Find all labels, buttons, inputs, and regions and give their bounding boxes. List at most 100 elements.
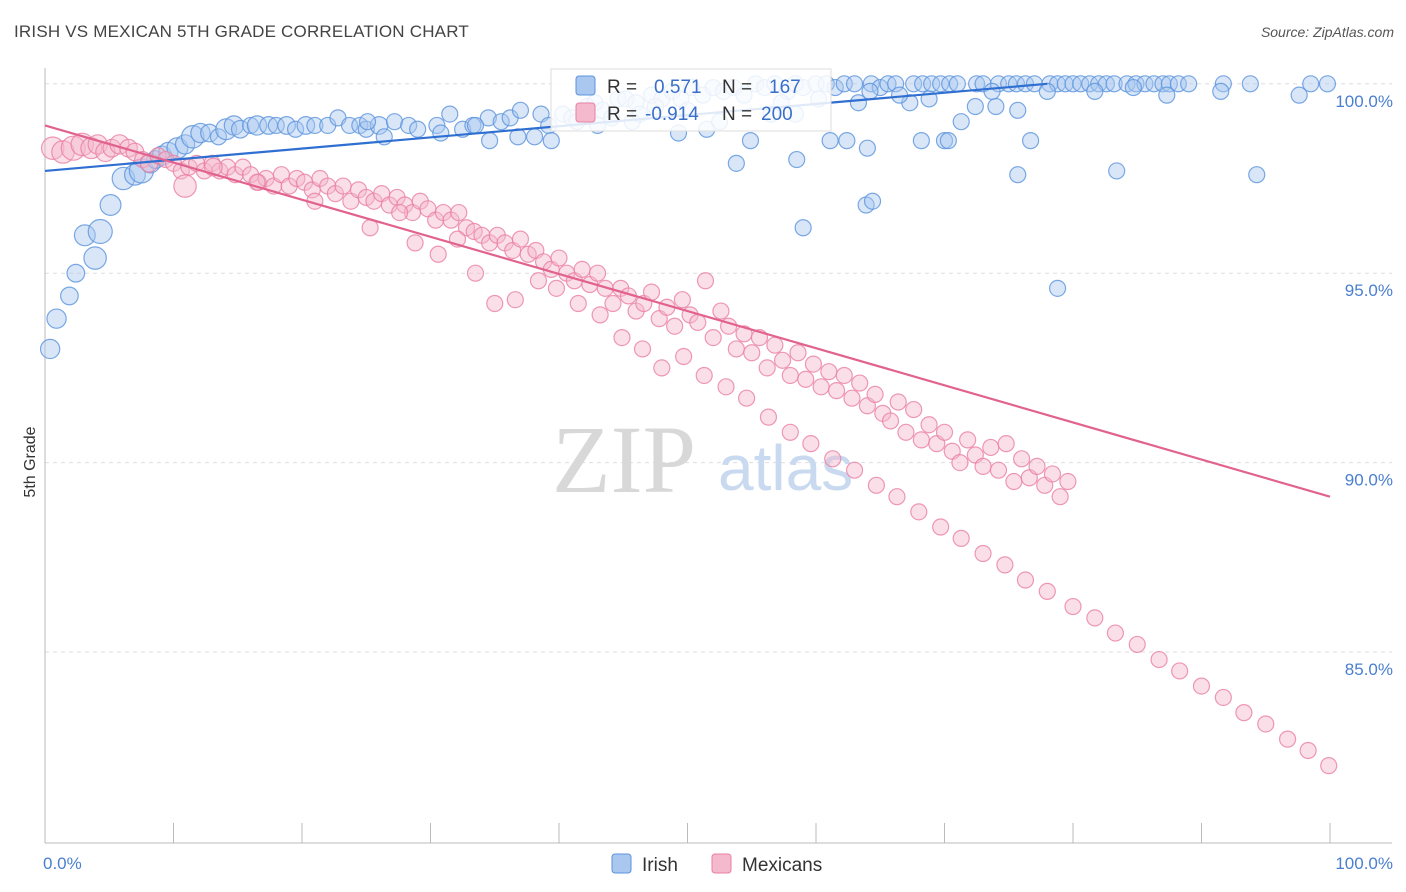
mexicans-point — [712, 302, 730, 320]
irish-point — [1072, 75, 1090, 93]
irish-point — [87, 218, 113, 245]
irish-point — [968, 75, 986, 93]
irish-point — [1016, 75, 1035, 93]
mexicans-point — [935, 423, 954, 441]
mexicans-point — [1171, 662, 1189, 680]
mexicans-point — [604, 294, 622, 313]
irish-point — [952, 113, 970, 131]
irish-point — [286, 120, 305, 138]
y-axis-title: 5th Grade — [22, 426, 39, 497]
legend-mexicans-label: Mexicans — [742, 855, 822, 876]
chart-source: Source: ZipAtlas.com — [1260, 24, 1394, 40]
mexicans-point — [1059, 472, 1077, 491]
mexicans-point — [1278, 730, 1297, 748]
irish-point — [479, 109, 497, 127]
irish-point — [1108, 162, 1126, 180]
irish-point — [400, 116, 418, 135]
irish-point — [1212, 82, 1230, 100]
legend-box — [550, 68, 832, 132]
mexicans-point — [60, 135, 86, 161]
mexicans-point — [881, 412, 900, 430]
irish-point — [821, 132, 839, 150]
irish-point — [542, 132, 560, 150]
mexicans-point — [550, 249, 568, 267]
legend-irish-marker — [611, 853, 632, 874]
mexicans-point — [952, 529, 970, 547]
irish-point — [1318, 75, 1337, 93]
mexicans-point — [1320, 757, 1338, 775]
mexicans-trendline — [44, 124, 1331, 498]
irish-point — [1009, 166, 1027, 184]
mexicans-point — [845, 461, 864, 479]
legend-irish-label: Irish — [642, 855, 678, 876]
x-tick-labels: 0.0% 100.0% — [43, 854, 1393, 873]
irish-point — [863, 192, 882, 210]
irish-point — [296, 116, 316, 135]
irish-point — [1290, 86, 1308, 104]
mexicans-point — [1299, 741, 1317, 760]
mexicans-point — [1106, 624, 1125, 642]
legend-mexican-r-value: -0.914 — [645, 104, 699, 125]
mexicans-point — [867, 476, 885, 494]
irish-point — [1241, 75, 1259, 93]
mexicans-point — [547, 279, 566, 297]
mexicans-point — [529, 272, 548, 290]
mexicans-point — [673, 291, 691, 309]
mexicans-point — [905, 400, 923, 419]
irish-point — [481, 132, 499, 150]
irish-point — [1105, 75, 1123, 93]
mexicans-point — [696, 272, 715, 290]
mexicans-point — [695, 366, 713, 385]
mexicans-point — [1128, 635, 1146, 654]
irish-point — [277, 116, 296, 135]
irish-point — [1158, 86, 1176, 104]
irish-point — [83, 246, 107, 270]
grid-lines — [45, 83, 1392, 653]
mexicans-point — [827, 382, 846, 400]
mexicans-point — [889, 393, 907, 411]
irish-point — [849, 94, 868, 112]
mexicans-point — [1064, 597, 1082, 616]
mexicans-point — [866, 385, 884, 404]
irish-point — [66, 263, 86, 283]
mexicans-point — [689, 313, 707, 332]
mexicans-point — [704, 328, 722, 347]
mexicans-point — [920, 416, 938, 434]
mexicans-point — [789, 344, 807, 362]
mexicans-point — [653, 359, 671, 377]
mexicans-point — [1051, 488, 1069, 506]
mexicans-point — [974, 457, 992, 475]
mexicans-point — [812, 378, 830, 396]
mexicans-point — [1192, 677, 1211, 695]
irish-point — [358, 113, 377, 131]
mexicans-point — [450, 203, 468, 222]
mexicans-point — [391, 203, 409, 222]
mexicans-point — [633, 340, 652, 358]
watermark-zip: ZIP — [552, 406, 696, 513]
mexicans-point — [959, 431, 977, 449]
mexicans-point — [1150, 650, 1168, 669]
legend-mexican-swatch — [575, 102, 596, 123]
irish-point — [306, 116, 324, 135]
irish-point — [267, 116, 285, 135]
irish-point — [845, 75, 864, 93]
mexicans-point — [588, 264, 607, 282]
mexicans-point — [1038, 582, 1056, 600]
mexicans-point — [203, 157, 223, 177]
y-tick-label: 95.0% — [1345, 281, 1393, 300]
mexicans-point — [951, 453, 969, 472]
y-tick-labels: 85.0% 90.0% 95.0% 100.0% — [1335, 92, 1393, 679]
mexicans-point — [802, 435, 820, 453]
mexicans-point — [910, 503, 928, 521]
irish-point — [200, 123, 219, 143]
mexicans-point — [1257, 715, 1275, 733]
legend-mexican-r-label: R = — [607, 104, 637, 125]
legend-irish-r-label: R = — [607, 77, 637, 98]
mexicans-point — [804, 355, 823, 373]
legend-irish-swatch — [575, 75, 596, 96]
irish-point — [905, 75, 923, 93]
mexicans-point — [781, 366, 799, 385]
mexicans-point — [569, 294, 587, 313]
mexicans-point — [888, 488, 906, 506]
